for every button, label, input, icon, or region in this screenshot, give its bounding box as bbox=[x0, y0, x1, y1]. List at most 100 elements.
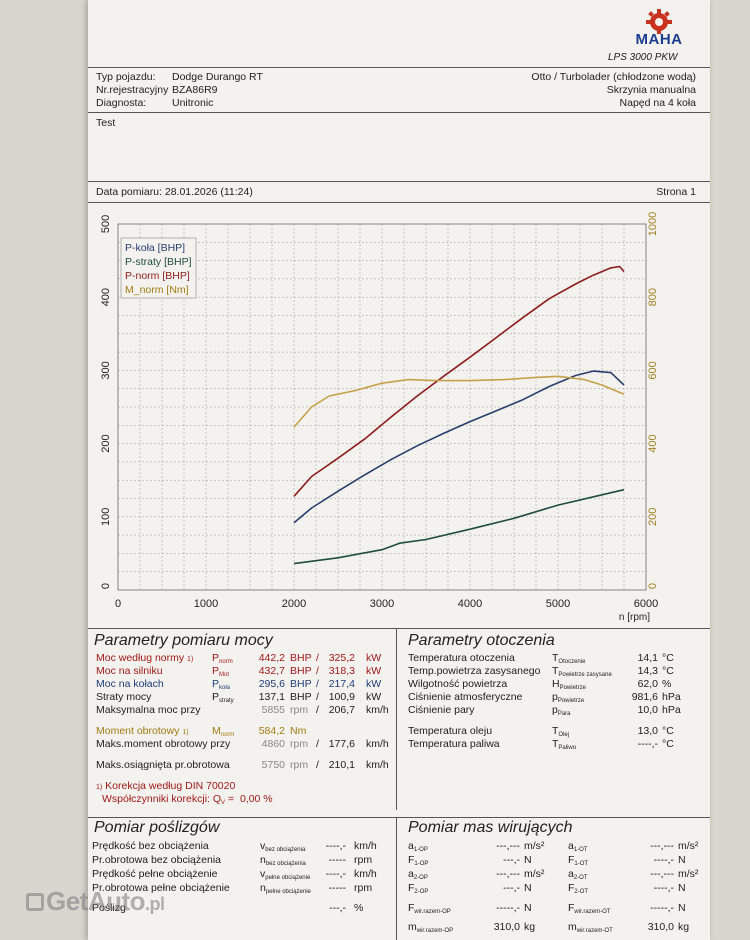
mass-unit-op: m/s² bbox=[524, 868, 545, 880]
power-symbol: Pnorm bbox=[212, 652, 233, 665]
power-label: Moc na silniku bbox=[96, 665, 163, 677]
x-axis-unit: n [rpm] bbox=[619, 612, 650, 623]
mass-symbol-ot: a1-OT bbox=[568, 840, 588, 853]
slip-row: Prędkość bez obciążenia vbez obciążenia --… bbox=[88, 840, 398, 853]
env-symbol-sub: Para bbox=[557, 711, 571, 717]
env-symbol-sub: Powietrze bbox=[559, 685, 586, 691]
report-sheet: MAHA LPS 3000 PKW Typ pojazdu: Dodge Dur… bbox=[88, 0, 710, 940]
power-unit-2: kW bbox=[366, 652, 382, 664]
mass-symbol-ot-sub: 2-OT bbox=[574, 889, 589, 895]
mass-unit-ot: N bbox=[678, 902, 686, 914]
power-separator: / bbox=[316, 759, 319, 771]
env-row: Temperatura paliwa TPaliwo ----,- °C bbox=[400, 738, 710, 751]
legend-item: M_norm [Nm] bbox=[125, 284, 189, 296]
env-value: 14,1 bbox=[637, 652, 658, 664]
power-value-2: 206,7 bbox=[328, 704, 355, 716]
footnote-mark: 1) bbox=[182, 729, 189, 736]
power-label: Maksymalna moc przy bbox=[96, 704, 201, 716]
env-section-title: Parametry otoczenia bbox=[408, 632, 555, 649]
slip-value: ----,- bbox=[325, 840, 346, 852]
vehicle-type: Dodge Durango RT bbox=[172, 71, 263, 83]
power-value-2: 325,2 bbox=[328, 652, 355, 664]
power-symbol-sub: norm bbox=[219, 659, 233, 665]
power-unit-2: kW bbox=[366, 665, 382, 677]
power-symbol: PMot bbox=[212, 665, 230, 678]
mass-symbol-op: a1-OP bbox=[408, 840, 428, 853]
power-separator: / bbox=[316, 704, 319, 716]
power-separator: / bbox=[316, 652, 319, 664]
env-symbol: pPara bbox=[552, 704, 571, 717]
slip-row: Poślizg ---,-% bbox=[88, 902, 398, 915]
slip-unit: rpm bbox=[354, 854, 373, 866]
y-left-tick-label: 500 bbox=[100, 215, 112, 233]
gear-icon bbox=[646, 9, 672, 34]
power-label: Moc na kołach bbox=[96, 678, 164, 690]
slip-value: ----,- bbox=[325, 868, 346, 880]
slip-label: Prędkość pełne obciążenie bbox=[92, 868, 218, 880]
power-label: Moc według normy 1) bbox=[96, 652, 194, 664]
mass-value-ot: -----,- bbox=[650, 902, 674, 914]
env-unit: °C bbox=[662, 738, 674, 750]
power-symbol-sub: straty bbox=[219, 698, 234, 704]
brand-name: MAHA bbox=[635, 31, 683, 48]
power-row: Maks.osiągnięta pr.obrotowa 5750 rpm / 210,1… bbox=[88, 759, 398, 772]
mass-unit-ot: N bbox=[678, 854, 686, 866]
footnote-mark: 1) bbox=[96, 784, 103, 791]
mass-symbol-op: a2-OP bbox=[408, 868, 428, 881]
mass-symbol-ot-sub: 1-OT bbox=[573, 847, 588, 853]
env-symbol: TOlej bbox=[552, 725, 570, 738]
drive-type: Napęd na 4 koła bbox=[619, 97, 696, 109]
slip-symbol-sub: bez obciążenia bbox=[265, 861, 306, 867]
env-symbol-sub: Otoczenie bbox=[558, 659, 586, 665]
power-unit: BHP bbox=[290, 652, 312, 664]
env-symbol-sub: Olej bbox=[558, 732, 570, 738]
power-separator: / bbox=[316, 665, 319, 677]
power-row: Maksymalna moc przy 5855 rpm / 206,7 km/h bbox=[88, 704, 398, 717]
masses-section-title: Pomiar mas wirujących bbox=[408, 819, 573, 836]
mass-unit-op: kg bbox=[524, 921, 536, 933]
mass-symbol-op-sub: 1-OP bbox=[414, 861, 429, 867]
env-value: 981,6 bbox=[631, 691, 658, 703]
y-right-zero: 0 bbox=[647, 583, 659, 589]
slip-table: Prędkość bez obciążenia vbez obciążenia --… bbox=[88, 840, 398, 940]
env-symbol: TPowietrze zasysane bbox=[552, 665, 612, 678]
x-tick-label: 2000 bbox=[282, 598, 306, 610]
chart-grid bbox=[117, 223, 647, 591]
slip-symbol: npełne obciążenie bbox=[260, 882, 311, 895]
mass-symbol-ot: F2-OT bbox=[568, 882, 589, 895]
dyno-model: LPS 3000 PKW bbox=[608, 52, 678, 63]
power-separator: / bbox=[316, 691, 319, 703]
env-symbol: TPaliwo bbox=[552, 738, 577, 751]
mass-symbol-ot-sub: wir.razem-OT bbox=[576, 928, 613, 934]
vertical-divider bbox=[396, 817, 397, 940]
slip-symbol: vbez obciążenia bbox=[260, 840, 306, 853]
env-unit: °C bbox=[662, 652, 674, 664]
engine-type: Otto / Turbolader (chłodzone wodą) bbox=[531, 71, 696, 83]
vehicle-type-label: Typ pojazdu: bbox=[96, 71, 156, 83]
power-row: Maks.moment obrotowy przy 4860 rpm / 177,6 km… bbox=[88, 738, 398, 751]
slip-unit: % bbox=[354, 902, 364, 914]
env-row: Temperatura otoczenia TOtoczenie 14,1 °C bbox=[400, 652, 710, 665]
power-section-title: Parametry pomiaru mocy bbox=[94, 632, 273, 649]
power-value-2: 217,4 bbox=[328, 678, 355, 690]
y-right-tick-label: 600 bbox=[647, 361, 659, 379]
masses-table: a1-OP ---,--- m/s² a1-OT ---,--- m/s² F1-OP ---… bbox=[400, 840, 710, 940]
mass-value-ot: ----,- bbox=[653, 882, 674, 894]
env-row: Wilgotność powietrza HPowietrze 62,0% bbox=[400, 678, 710, 691]
power-value-2: 177,6 bbox=[328, 738, 355, 750]
legend-item: P-straty [BHP] bbox=[125, 256, 192, 268]
power-unit: rpm bbox=[290, 759, 309, 771]
mass-value-ot: ---,--- bbox=[650, 840, 674, 852]
x-tick-label: 1000 bbox=[194, 598, 218, 610]
watermark: GetAuto.pl bbox=[46, 886, 165, 917]
watermark-logo-icon bbox=[26, 893, 44, 911]
power-label: Maks.moment obrotowy przy bbox=[96, 738, 231, 750]
power-unit: BHP bbox=[290, 678, 312, 690]
mass-symbol-ot-sub: 2-OT bbox=[573, 875, 588, 881]
env-symbol: TOtoczenie bbox=[552, 652, 586, 665]
power-row: Moc na silniku PMot 432,7 BHP / 318,3 kW bbox=[88, 665, 398, 678]
power-label: Moment obrotowy 1) bbox=[96, 725, 189, 737]
series-line-p-norm-bhp bbox=[293, 265, 625, 497]
power-unit-2: km/h bbox=[366, 704, 389, 716]
measure-date: Data pomiaru: 28.01.2026 (11:24) bbox=[96, 186, 253, 198]
